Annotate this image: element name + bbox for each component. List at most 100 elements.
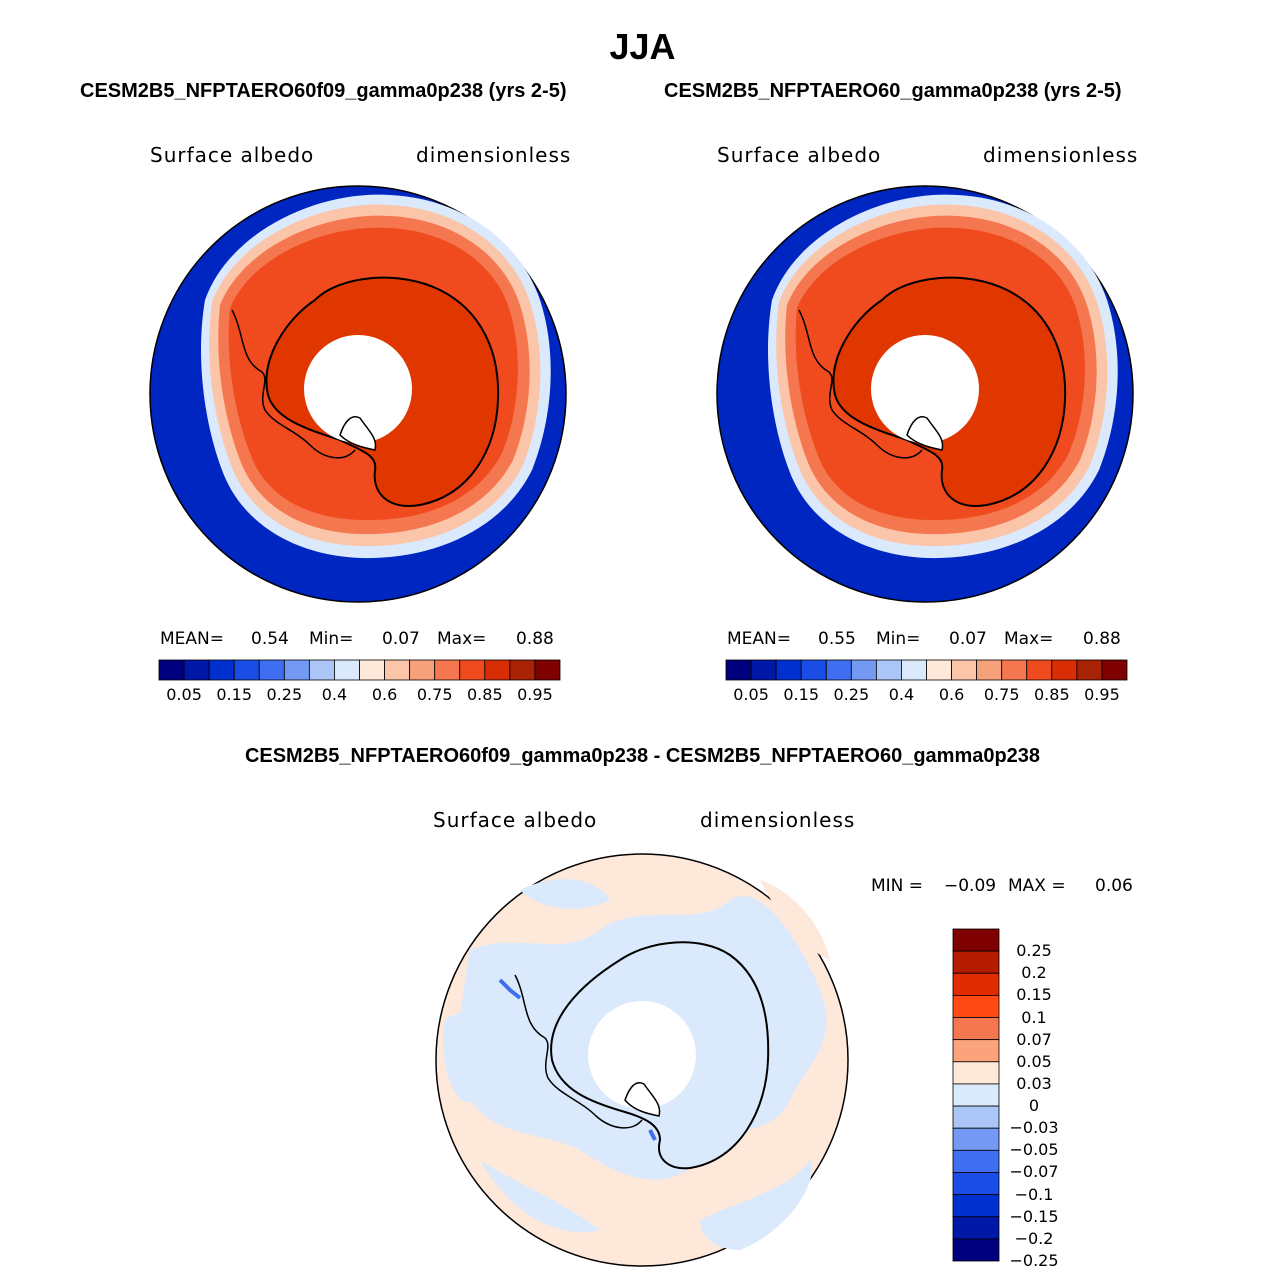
colorbar-swatch xyxy=(283,659,310,681)
colorbar-swatch xyxy=(952,995,1000,1018)
colorbar-swatch xyxy=(725,659,752,681)
colorbar-swatch xyxy=(1076,659,1103,681)
colorbar-swatch xyxy=(952,1127,1000,1151)
colorbar-swatch xyxy=(775,659,802,681)
colorbar-swatch xyxy=(952,1216,1000,1240)
colorbar-swatch xyxy=(952,1238,1000,1262)
colorbar-tick-label: 0.75 xyxy=(416,685,453,704)
colorbar-swatch xyxy=(750,659,777,681)
colorbar-tick-label: 0.1 xyxy=(1021,1007,1047,1027)
difference-title: CESM2B5_NFPTAERO60f09_gamma0p238 - CESM2… xyxy=(244,745,1041,767)
panel-2-mean-value: 0.55 xyxy=(818,629,856,649)
colorbar-swatch xyxy=(952,1083,1000,1107)
colorbar-swatch xyxy=(1101,659,1128,681)
difference-max-value: 0.06 xyxy=(1095,876,1133,896)
panel-2-max-value: 0.88 xyxy=(1083,629,1121,649)
colorbar-tick-label: 0.05 xyxy=(733,685,769,704)
colorbar-tick-label: 0.75 xyxy=(983,685,1020,704)
colorbar-swatch xyxy=(901,659,927,681)
colorbar-swatch xyxy=(1001,659,1028,681)
colorbar-tick-label: 0.15 xyxy=(1016,985,1052,1005)
colorbar-swatch xyxy=(952,1172,1000,1196)
colorbar-swatch xyxy=(459,659,486,681)
colorbar-swatch xyxy=(800,659,827,681)
colorbar-tick-label: 0.05 xyxy=(166,685,202,704)
colorbar-swatch xyxy=(952,1039,1000,1063)
colorbar-tick-label: 0.03 xyxy=(1016,1073,1052,1093)
panel-2-variable: Surface albedo xyxy=(717,143,882,167)
colorbar-swatch xyxy=(534,659,561,681)
colorbar-swatch xyxy=(1051,659,1078,681)
colorbar-tick-label: 0.6 xyxy=(371,685,398,704)
colorbar-tick-label: −0.03 xyxy=(1009,1118,1059,1138)
colorbar-tick-label: −0.15 xyxy=(1009,1206,1059,1226)
difference-colorbar xyxy=(952,928,1000,1262)
colorbar-swatch xyxy=(875,659,902,681)
colorbar-swatch xyxy=(509,659,536,681)
colorbar-swatch xyxy=(976,659,1003,681)
difference-units: dimensionless xyxy=(700,808,856,832)
colorbar-tick-label: −0.05 xyxy=(1009,1140,1059,1160)
panel-1-map xyxy=(149,185,567,603)
colorbar-swatch xyxy=(359,659,385,681)
panel-1-max-label: Max= xyxy=(437,629,487,649)
panel-2-title: CESM2B5_NFPTAERO60_gamma0p238 (yrs 2-5) xyxy=(664,80,1122,102)
panel-2-max-label: Max= xyxy=(1004,629,1054,649)
colorbar-tick-label: 0.25 xyxy=(833,685,870,704)
colorbar-tick-label: 0.6 xyxy=(938,685,965,704)
colorbar-tick-label: 0.15 xyxy=(783,685,819,704)
colorbar-tick-label: −0.25 xyxy=(1009,1251,1059,1270)
colorbar-swatch xyxy=(334,659,360,681)
difference-variable: Surface albedo xyxy=(433,808,598,832)
colorbar-tick-label: 0.4 xyxy=(888,685,915,704)
colorbar-tick-label: 0.05 xyxy=(1016,1051,1052,1071)
colorbar-swatch xyxy=(952,950,1000,974)
colorbar-swatch xyxy=(952,1061,1000,1085)
panel-1-mean-value: 0.54 xyxy=(251,629,289,649)
panel-2-units: dimensionless xyxy=(983,143,1139,167)
colorbar-tick-label: −0.1 xyxy=(1014,1184,1054,1204)
colorbar-swatch xyxy=(384,659,411,681)
colorbar-tick-label: −0.07 xyxy=(1009,1162,1059,1182)
colorbar-tick-label: 0.2 xyxy=(1021,963,1047,983)
colorbar-swatch xyxy=(926,659,952,681)
colorbar-tick-label: −0.2 xyxy=(1014,1228,1054,1248)
panel-2-min-label: Min= xyxy=(876,629,921,649)
colorbar-tick-label: 0.07 xyxy=(1016,1029,1052,1049)
panel-2-map xyxy=(716,185,1134,603)
colorbar-swatch xyxy=(183,659,210,681)
panel-2-min-value: 0.07 xyxy=(949,629,987,649)
colorbar-swatch xyxy=(952,1194,1000,1218)
difference-map xyxy=(435,853,849,1267)
colorbar-swatch xyxy=(952,1017,1000,1041)
colorbar-swatch xyxy=(850,659,877,681)
colorbar-swatch xyxy=(951,659,978,681)
colorbar-swatch xyxy=(233,659,260,681)
panel-2-colorbar xyxy=(725,659,1128,681)
difference-max-label: MAX = xyxy=(1008,876,1066,896)
colorbar-swatch xyxy=(434,659,461,681)
colorbar-tick-label: 0 xyxy=(1028,1096,1040,1116)
colorbar-tick-label: 0.25 xyxy=(1016,941,1052,961)
colorbar-swatch xyxy=(158,659,185,681)
panel-1-min-label: Min= xyxy=(309,629,354,649)
colorbar-swatch xyxy=(952,972,1000,996)
colorbar-swatch xyxy=(825,659,852,681)
colorbar-tick-label: 0.25 xyxy=(266,685,303,704)
colorbar-tick-label: 0.95 xyxy=(517,685,553,704)
colorbar-tick-label: 0.85 xyxy=(1034,685,1070,704)
panel-1-title: CESM2B5_NFPTAERO60f09_gamma0p238 (yrs 2-… xyxy=(80,80,567,102)
panel-2-mean-label: MEAN= xyxy=(727,629,791,649)
colorbar-swatch xyxy=(952,928,1000,952)
panel-1-colorbar xyxy=(158,659,561,681)
colorbar-swatch xyxy=(1026,659,1053,681)
panel-1-min-value: 0.07 xyxy=(382,629,420,649)
colorbar-tick-label: 0.4 xyxy=(321,685,348,704)
difference-min-value: −0.09 xyxy=(944,876,997,896)
colorbar-swatch xyxy=(308,659,335,681)
colorbar-swatch xyxy=(258,659,285,681)
panel-1-mean-label: MEAN= xyxy=(160,629,224,649)
colorbar-swatch xyxy=(208,659,235,681)
figure-title: JJA xyxy=(609,26,676,67)
